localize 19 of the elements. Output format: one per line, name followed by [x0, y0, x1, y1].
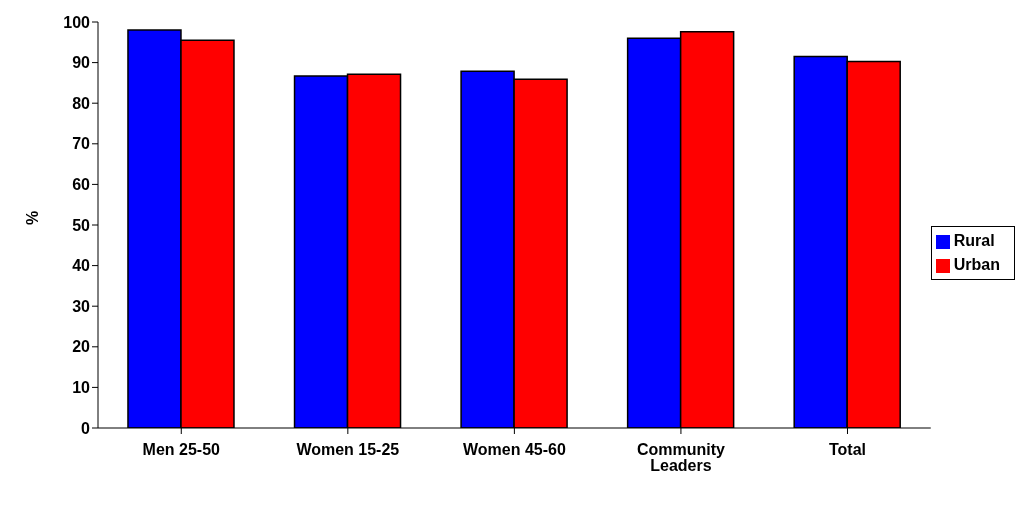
- y-tick-label: 100: [63, 13, 91, 31]
- y-tick-label: 90: [72, 54, 91, 72]
- y-tick-label: 60: [72, 176, 91, 194]
- x-tick-label: Women 15-25: [296, 441, 400, 459]
- y-tick-label: 20: [72, 338, 91, 356]
- x-tick-label: Community Leaders: [636, 441, 726, 475]
- y-tick-label: 0: [81, 419, 91, 437]
- x-tick-label: Total: [828, 441, 866, 459]
- y-tick-label: 80: [72, 94, 91, 112]
- y-tick-label: 50: [72, 216, 91, 234]
- y-tick-label: 10: [72, 379, 91, 397]
- legend-label: Urban: [953, 256, 1000, 273]
- legend-label: Rural: [953, 232, 995, 249]
- y-tick-label: 30: [72, 297, 91, 315]
- x-tick-label: Women 45-60: [462, 441, 566, 459]
- y-axis-title: %: [23, 210, 41, 225]
- x-tick-label: Men 25-50: [142, 441, 221, 459]
- y-tick-label: 70: [72, 135, 91, 153]
- y-tick-label: 40: [72, 257, 91, 275]
